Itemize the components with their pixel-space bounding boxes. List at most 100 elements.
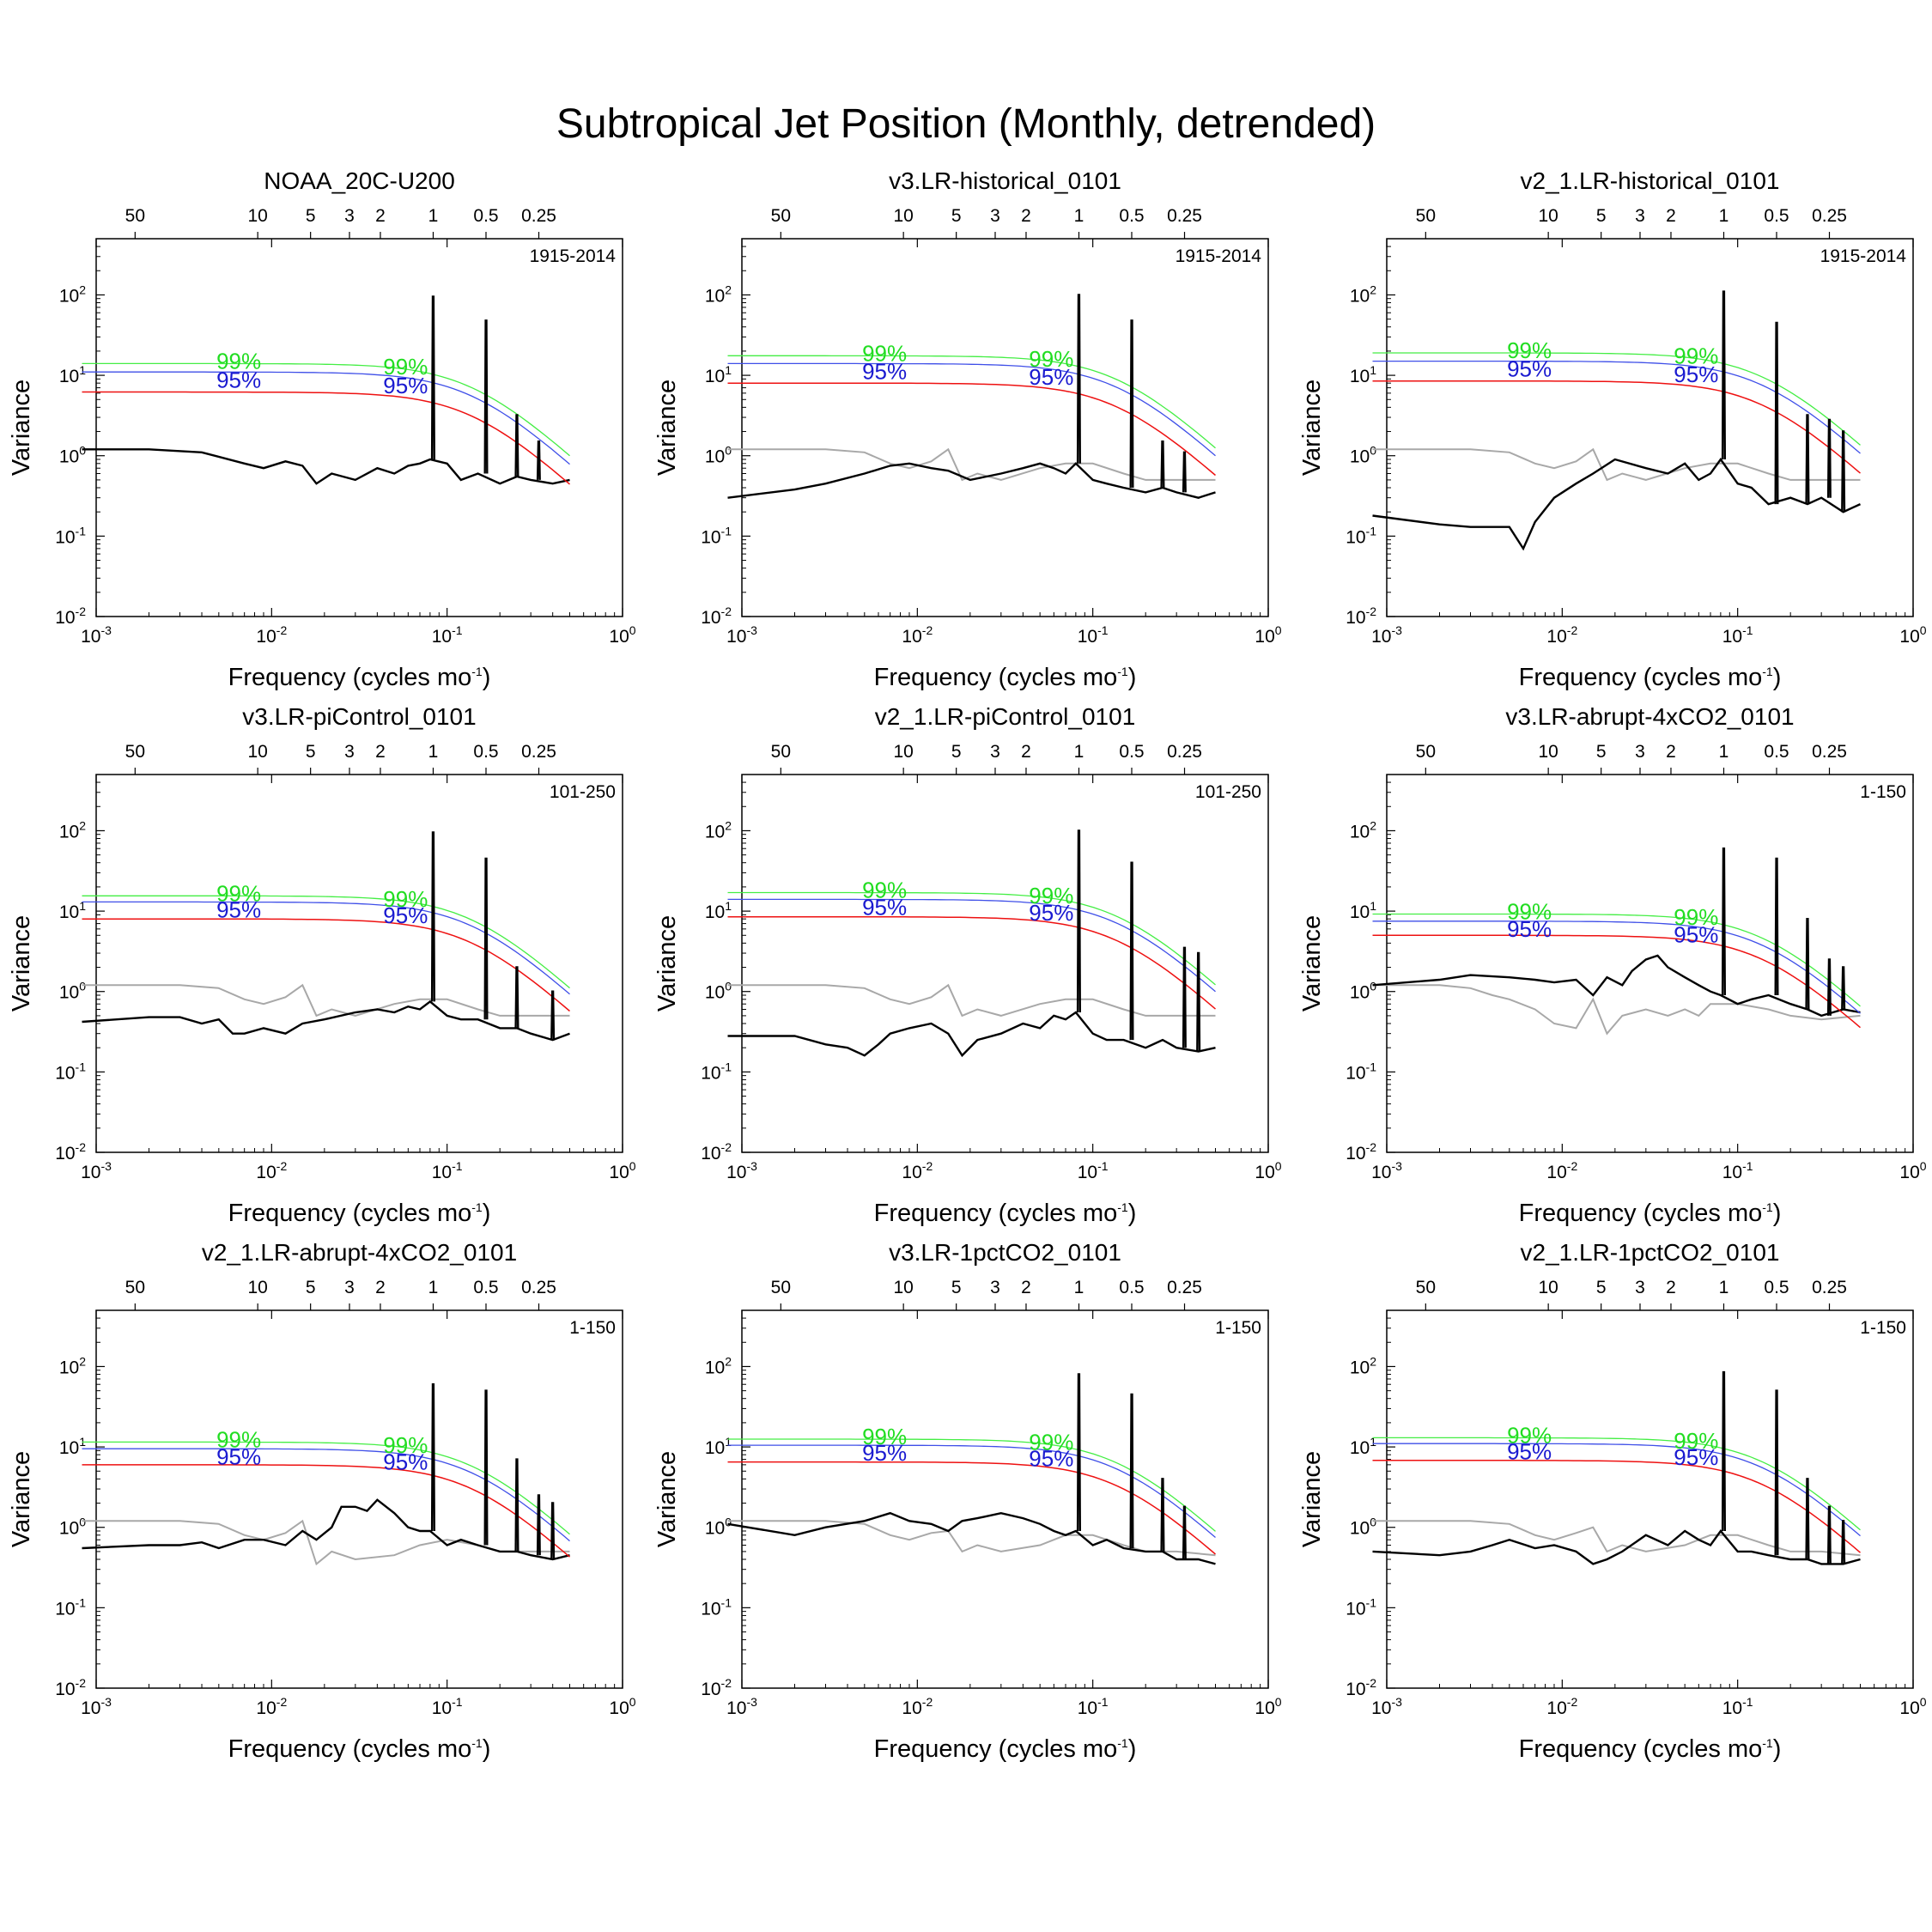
period-tick-label: 50 [125, 206, 145, 226]
sig99-label: 99% [216, 880, 261, 906]
x-tick-label: 100 [1899, 1695, 1926, 1718]
plot-frame [1386, 774, 1914, 1153]
y-tick-label: 101 [59, 363, 86, 386]
period-tick-label: 3 [990, 742, 1000, 762]
x-tick-label: 10-1 [1078, 1159, 1109, 1182]
y-axis-label: Variance [1298, 915, 1326, 1012]
x-tick-label: 10-2 [256, 1695, 287, 1718]
period-tick-label: 10 [893, 742, 913, 762]
y-tick-label: 101 [1350, 363, 1376, 386]
y-axis-label: Variance [8, 915, 35, 1012]
spectral-peak [1129, 1393, 1134, 1549]
period-tick-label: 2 [375, 206, 386, 226]
spectrum-line [1372, 1529, 1861, 1565]
spectrum-line [1372, 954, 1861, 1018]
spectrum-line [82, 999, 570, 1042]
panel-title: v3.LR-historical_0101 [889, 167, 1121, 194]
sig99-line [1372, 352, 1861, 446]
period-tick-label: 0.25 [1167, 1278, 1202, 1297]
spectral-peak [1826, 418, 1832, 498]
period-tick-label: 2 [1021, 1278, 1031, 1297]
y-axis-label: Variance [8, 1451, 35, 1547]
panel-title: v3.LR-piControl_0101 [242, 703, 476, 730]
period-tick-label: 0.5 [1119, 742, 1144, 762]
reference-spectrum-line [1372, 447, 1861, 482]
x-tick-label: 10-2 [1546, 623, 1577, 647]
y-tick-label: 10-1 [55, 1595, 86, 1619]
red-noise-line [1372, 1460, 1861, 1553]
plot-frame [741, 1309, 1269, 1689]
red-noise-line [82, 918, 570, 1012]
sig99-label: 99% [1029, 346, 1073, 372]
x-tick-label: 100 [1899, 623, 1926, 647]
panel-period: 1-150 [569, 1318, 616, 1338]
panel-title: v2_1.LR-piControl_0101 [875, 703, 1136, 730]
x-tick-label: 10-1 [432, 1159, 463, 1182]
reference-spectrum-line [1372, 1520, 1861, 1557]
sig95-label: 95% [1029, 900, 1073, 926]
reference-spectrum-line [1372, 984, 1861, 1036]
x-tick-label: 10-3 [81, 1695, 112, 1718]
period-tick-label: 50 [771, 742, 791, 762]
period-tick-label: 10 [1538, 742, 1558, 762]
sig95-label: 95% [1674, 361, 1718, 387]
x-axis-label: Frequency (cycles mo-1) [874, 664, 1137, 691]
period-tick-label: 0.25 [1812, 1278, 1847, 1297]
period-tick-label: 1 [1074, 742, 1084, 762]
spectral-peak [1805, 1478, 1810, 1560]
y-tick-label: 101 [59, 1435, 86, 1458]
sig99-label: 99% [1674, 904, 1718, 930]
period-tick-label: 2 [1666, 742, 1676, 762]
period-tick-label: 1 [1719, 206, 1729, 226]
panel-title: v3.LR-1pctCO2_0101 [889, 1239, 1121, 1266]
period-tick-label: 5 [951, 742, 962, 762]
period-tick-label: 0.5 [1119, 1278, 1144, 1297]
plot-frame [1386, 1309, 1914, 1689]
sig99-label: 99% [862, 1424, 907, 1449]
spectral-peak [483, 319, 489, 474]
x-axis-label: Frequency (cycles mo-1) [874, 1200, 1137, 1227]
sig99-line [82, 1441, 570, 1535]
x-tick-label: 10-3 [726, 623, 757, 647]
spectrum-line [82, 448, 570, 485]
sig99-line [82, 362, 570, 457]
y-tick-label: 102 [705, 283, 732, 306]
reference-spectrum-line [82, 1519, 570, 1566]
x-tick-label: 10-1 [432, 1695, 463, 1718]
spectral-peak [1774, 321, 1779, 505]
panel-title: v3.LR-abrupt-4xCO2_0101 [1505, 703, 1794, 730]
period-tick-label: 2 [375, 742, 386, 762]
period-tick-label: 5 [1596, 1278, 1607, 1297]
period-tick-label: 5 [306, 742, 316, 762]
y-tick-label: 100 [705, 444, 732, 467]
sig95-label: 95% [216, 897, 261, 923]
red-noise-line [727, 915, 1216, 1010]
sig99-line [82, 895, 570, 989]
y-tick-label: 101 [705, 1435, 732, 1458]
sig95-label: 95% [1029, 364, 1073, 390]
plot-frame [95, 238, 623, 617]
period-tick-label: 3 [344, 1278, 355, 1297]
x-tick-label: 100 [1899, 1159, 1926, 1182]
reference-spectrum-line [727, 983, 1216, 1018]
reference-spectrum-line [727, 447, 1216, 482]
plot-frame [95, 774, 623, 1153]
spectral-peak [1076, 1373, 1081, 1532]
period-tick-label: 10 [893, 1278, 913, 1297]
sig95-label: 95% [383, 1449, 428, 1475]
y-tick-label: 10-2 [701, 1676, 732, 1699]
spectral-peak [536, 1494, 541, 1556]
period-tick-label: 0.5 [1764, 206, 1789, 226]
spectral-peak [514, 966, 519, 1029]
period-tick-label: 2 [1021, 206, 1031, 226]
period-tick-label: 50 [1416, 206, 1436, 226]
sig95-label: 95% [1029, 1446, 1073, 1472]
y-tick-label: 100 [59, 1516, 86, 1539]
y-tick-label: 102 [1350, 1354, 1376, 1377]
period-tick-label: 1 [1074, 1278, 1084, 1297]
